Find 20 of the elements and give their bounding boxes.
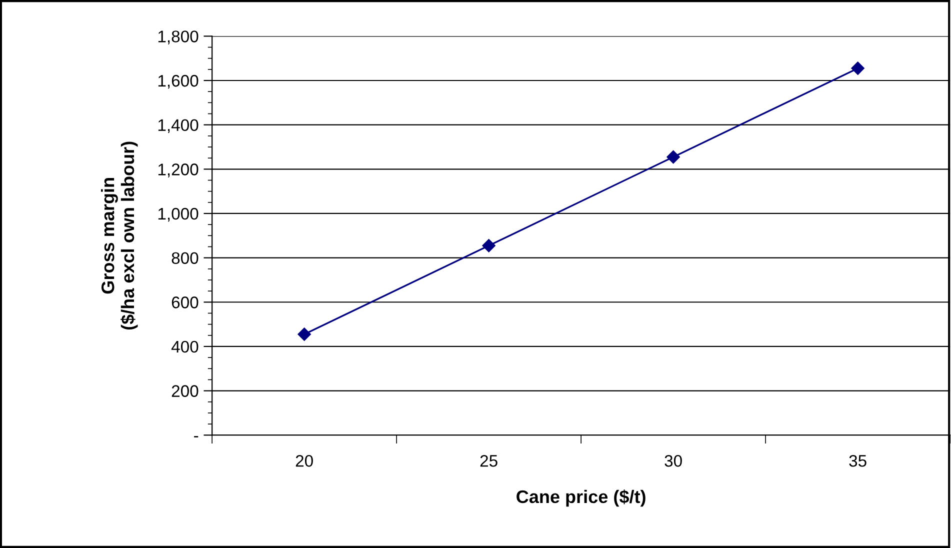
y-tick-label: 1,800 [158, 30, 198, 44]
y-tick-label: 1,600 [158, 74, 198, 89]
point [666, 150, 680, 164]
y-tick-label: 1,400 [158, 119, 198, 133]
x-tick-label: 35 [849, 454, 866, 467]
x-tick-label: 20 [296, 454, 313, 467]
y-tick-label: 200 [172, 385, 198, 397]
point [482, 239, 496, 252]
point [298, 328, 311, 341]
y-tick-label: 400 [171, 340, 198, 353]
y-tick-label: - [194, 436, 198, 438]
y-tick-label: 600 [172, 296, 198, 308]
y-tick-label: 1,000 [158, 208, 198, 222]
y-tick-label: 800 [172, 252, 198, 264]
y-axis-title: Gross margin ($/ha excl own labour) [100, 142, 138, 330]
x-tick-label: 25 [480, 454, 498, 467]
x-axis-title: Cane price ($/t) [516, 490, 646, 507]
y-tick-label: 1,200 [158, 164, 198, 178]
x-tick-label: 30 [664, 454, 682, 467]
point [851, 62, 864, 75]
